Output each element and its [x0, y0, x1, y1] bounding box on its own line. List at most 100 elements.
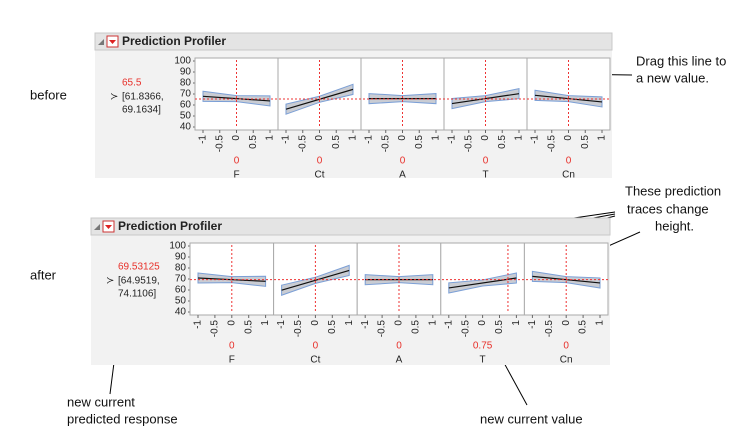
x-tick-label: 0.5	[243, 320, 254, 334]
x-tick-label: 1	[431, 135, 442, 141]
factor-current: 0	[229, 341, 235, 352]
response-interval: 69.1634]	[122, 105, 161, 116]
before-label: before	[30, 87, 67, 102]
x-tick-label: -1	[364, 135, 375, 144]
menu-arrow	[109, 40, 116, 44]
x-tick-label: 1	[597, 135, 608, 141]
x-tick-label: 1	[511, 320, 522, 326]
factor-name: F	[233, 170, 239, 181]
x-tick-label: 1	[344, 320, 355, 326]
panel-header	[90, 217, 611, 236]
y-tick-label: 40	[180, 122, 192, 133]
factor-name: A	[399, 170, 406, 181]
factor-current: 0	[563, 341, 569, 352]
response-interval: [64.9519,	[118, 276, 160, 287]
callout-text: Drag this line to	[636, 53, 726, 68]
callout-text: traces change	[627, 201, 709, 216]
x-tick-label: 0.5	[578, 320, 589, 334]
x-tick-label: -1	[447, 135, 458, 144]
y-tick-label: 50	[180, 111, 192, 122]
x-tick-label: -1	[198, 135, 209, 144]
x-tick-label: -1	[527, 320, 538, 329]
y-tick-label: 80	[180, 78, 192, 89]
y-tick-label: 100	[169, 241, 186, 252]
factor-current: 0	[396, 341, 402, 352]
x-tick-label: 0.5	[327, 320, 338, 334]
y-tick-label: 70	[175, 274, 187, 285]
panel-title: Prediction Profiler	[122, 34, 226, 48]
y-tick-label: 60	[180, 100, 192, 111]
response-value: 65.5	[122, 78, 142, 89]
x-tick-label: 0.5	[580, 135, 591, 149]
factor-name: F	[229, 355, 235, 366]
x-tick-label: 0	[477, 320, 488, 326]
x-tick-label: -1	[360, 320, 371, 329]
response-interval: 74.1106]	[118, 289, 156, 300]
callout-text: a new value.	[636, 70, 709, 85]
callout-text: height.	[655, 218, 694, 233]
x-tick-label: 0	[563, 135, 574, 141]
x-tick-label: 1	[348, 135, 359, 141]
factor-name: A	[396, 355, 403, 366]
x-tick-label: 0	[480, 135, 491, 141]
y-tick-label: 80	[175, 263, 187, 274]
x-tick-label: -1	[276, 320, 287, 329]
x-tick-label: 0	[231, 135, 242, 141]
factor-current: 0	[400, 156, 406, 167]
menu-arrow	[105, 225, 112, 229]
factor-current: 0	[566, 156, 572, 167]
panel-title: Prediction Profiler	[118, 219, 222, 233]
y-tick-label: 70	[180, 89, 192, 100]
x-tick-label: 0	[397, 135, 408, 141]
x-tick-label: -0.5	[544, 320, 555, 338]
x-tick-label: -0.5	[297, 135, 308, 153]
y-tick-label: 60	[175, 285, 187, 296]
factor-current: 0.75	[473, 341, 493, 352]
callout-text: predicted response	[67, 411, 178, 426]
x-tick-label: 1	[265, 135, 276, 141]
prediction-trace	[281, 269, 350, 291]
y-tick-label: 100	[174, 56, 191, 67]
response-interval: [61.8366,	[122, 92, 164, 103]
factor-name: Ct	[315, 170, 325, 181]
x-tick-label: 0	[310, 320, 321, 326]
response-value: 69.53125	[118, 262, 160, 273]
panel-header	[94, 32, 613, 51]
x-tick-label: 1	[514, 135, 525, 141]
x-tick-label: -0.5	[460, 320, 471, 338]
callout-text: new current value	[480, 411, 583, 426]
factor-name: Cn	[562, 170, 575, 181]
x-tick-label: 0	[561, 320, 572, 326]
callout-text: These prediction	[625, 183, 721, 198]
x-tick-label: 0.5	[414, 135, 425, 149]
y-tick-label: 40	[175, 307, 187, 318]
x-tick-label: 0.5	[331, 135, 342, 149]
factor-name: T	[482, 170, 488, 181]
factor-current: 0	[483, 156, 489, 167]
x-tick-label: 0.5	[411, 320, 422, 334]
x-tick-label: -0.5	[380, 135, 391, 153]
response-marker: ≻	[110, 92, 118, 103]
x-tick-label: 1	[260, 320, 271, 326]
prediction-trace	[451, 93, 520, 105]
x-tick-label: 0.5	[497, 135, 508, 149]
x-tick-label: 0	[226, 320, 237, 326]
prediction-trace	[448, 277, 517, 289]
y-tick-label: 90	[180, 67, 192, 78]
x-tick-label: -0.5	[214, 135, 225, 153]
callout-text: new current	[67, 394, 135, 409]
y-tick-label: 90	[175, 252, 187, 263]
factor-current: 0	[317, 156, 323, 167]
x-tick-label: -0.5	[293, 320, 304, 338]
x-tick-label: 0	[394, 320, 405, 326]
x-tick-label: -1	[281, 135, 292, 144]
x-tick-label: -0.5	[546, 135, 557, 153]
x-tick-label: 0	[314, 135, 325, 141]
x-tick-label: -1	[443, 320, 454, 329]
response-marker: ≻	[106, 276, 114, 287]
disclosure-icon	[98, 39, 104, 45]
x-tick-label: -0.5	[377, 320, 388, 338]
factor-name: T	[480, 355, 486, 366]
x-tick-label: -1	[530, 135, 541, 144]
